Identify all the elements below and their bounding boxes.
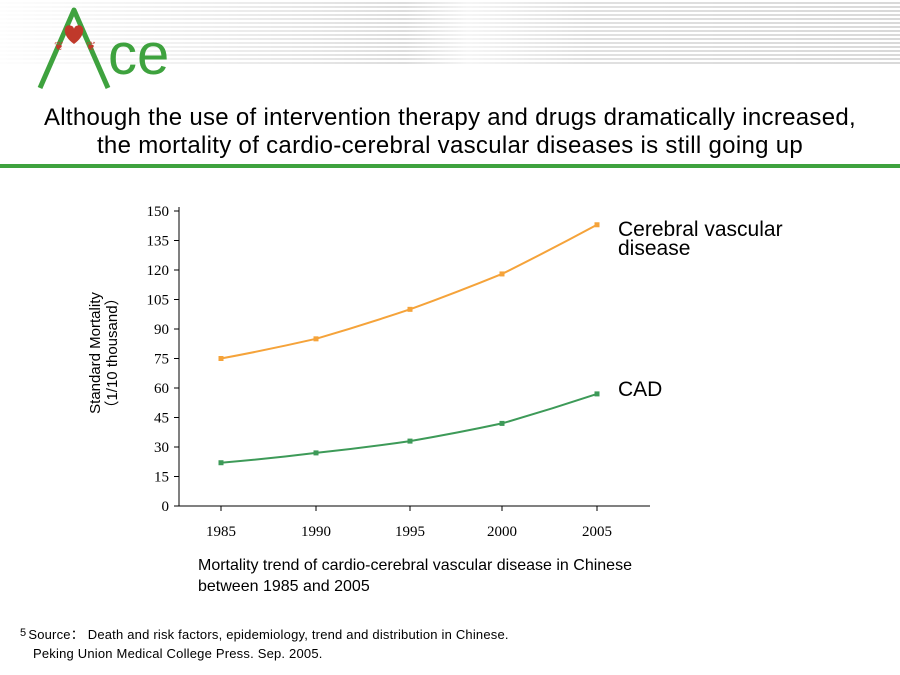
x-tick-label: 1990	[301, 524, 331, 540]
y-axis-label-line: Standard Mortality	[87, 292, 104, 414]
y-axis-label-line: （1/10 thousand）	[104, 290, 121, 415]
data-point	[313, 336, 319, 342]
series-labels: Cerebral vascular disease CAD	[618, 218, 783, 401]
caption-line-2: between 1985 and 2005	[198, 578, 370, 595]
source-line-1: Source： Death and risk factors, epidemio…	[28, 627, 509, 642]
data-point	[407, 306, 413, 312]
y-tick-label: 135	[147, 234, 170, 250]
series-line	[220, 392, 598, 464]
x-tick-label: 1985	[206, 524, 236, 540]
y-tick-label: 45	[154, 411, 169, 427]
series-line	[220, 223, 598, 360]
mortality-line-chart: 0 15 30 45 60 75 90 105 120 135 150 1985 1990 1995 200…	[87, 204, 783, 540]
logo-text: ce	[108, 22, 169, 87]
x-tick-label: 1995	[395, 524, 425, 540]
caption-line-1: Mortality trend of cardio-cerebral vascu…	[198, 557, 632, 574]
data-point	[499, 271, 505, 277]
data-point	[218, 356, 224, 361]
data-point	[407, 438, 413, 444]
headline-line-1: Although the use of intervention therapy…	[43, 104, 856, 131]
green-divider	[0, 164, 900, 168]
y-tick-label: 120	[147, 263, 170, 279]
y-tick-label: 90	[154, 322, 169, 338]
x-tick-label: 2005	[582, 524, 612, 540]
x-tick-label: 2000	[487, 524, 517, 540]
source-line-2: Peking Union Medical College Press. Sep.…	[33, 646, 323, 661]
chart-series	[218, 222, 600, 466]
y-tick-label: 30	[154, 440, 169, 456]
svg-text:❦: ❦	[54, 39, 64, 53]
data-point	[594, 222, 600, 228]
heart-icon	[64, 25, 84, 44]
y-tick-label: 150	[147, 204, 170, 220]
data-point	[313, 450, 319, 456]
y-axis-label-group: Standard Mortality （1/10 thousand）	[87, 290, 121, 415]
data-point	[218, 460, 224, 466]
data-point	[594, 391, 600, 397]
y-tick-label: 105	[147, 293, 170, 309]
y-tick-label: 60	[154, 381, 169, 397]
y-tick-label: 75	[154, 352, 169, 368]
header-banner	[0, 0, 900, 66]
slide-headline: Although the use of intervention therapy…	[0, 104, 900, 160]
data-point	[499, 420, 505, 426]
y-axis-label: Standard Mortality （1/10 thousand）	[87, 290, 121, 415]
slide-number: 5	[20, 627, 27, 639]
logo-a-shape	[37, 7, 111, 89]
series-label-cad: CAD	[618, 378, 662, 401]
y-tick-label: 15	[154, 470, 169, 486]
y-tick-label: 0	[162, 499, 170, 515]
ace-logo: ❦ ❦ ce	[37, 7, 169, 89]
headline-line-2: the mortality of cardio-cerebral vascula…	[96, 132, 804, 159]
series-label-cerebral: Cerebral vascular disease	[618, 218, 783, 260]
svg-text:❦: ❦	[86, 39, 96, 53]
source-citation: 5 Source： Death and risk factors, epidemi…	[20, 626, 509, 663]
chart-axes: 0 15 30 45 60 75 90 105 120 135 150 1985 1990 1995 200…	[147, 204, 650, 540]
chart-caption: Mortality trend of cardio-cerebral vascu…	[198, 555, 632, 597]
